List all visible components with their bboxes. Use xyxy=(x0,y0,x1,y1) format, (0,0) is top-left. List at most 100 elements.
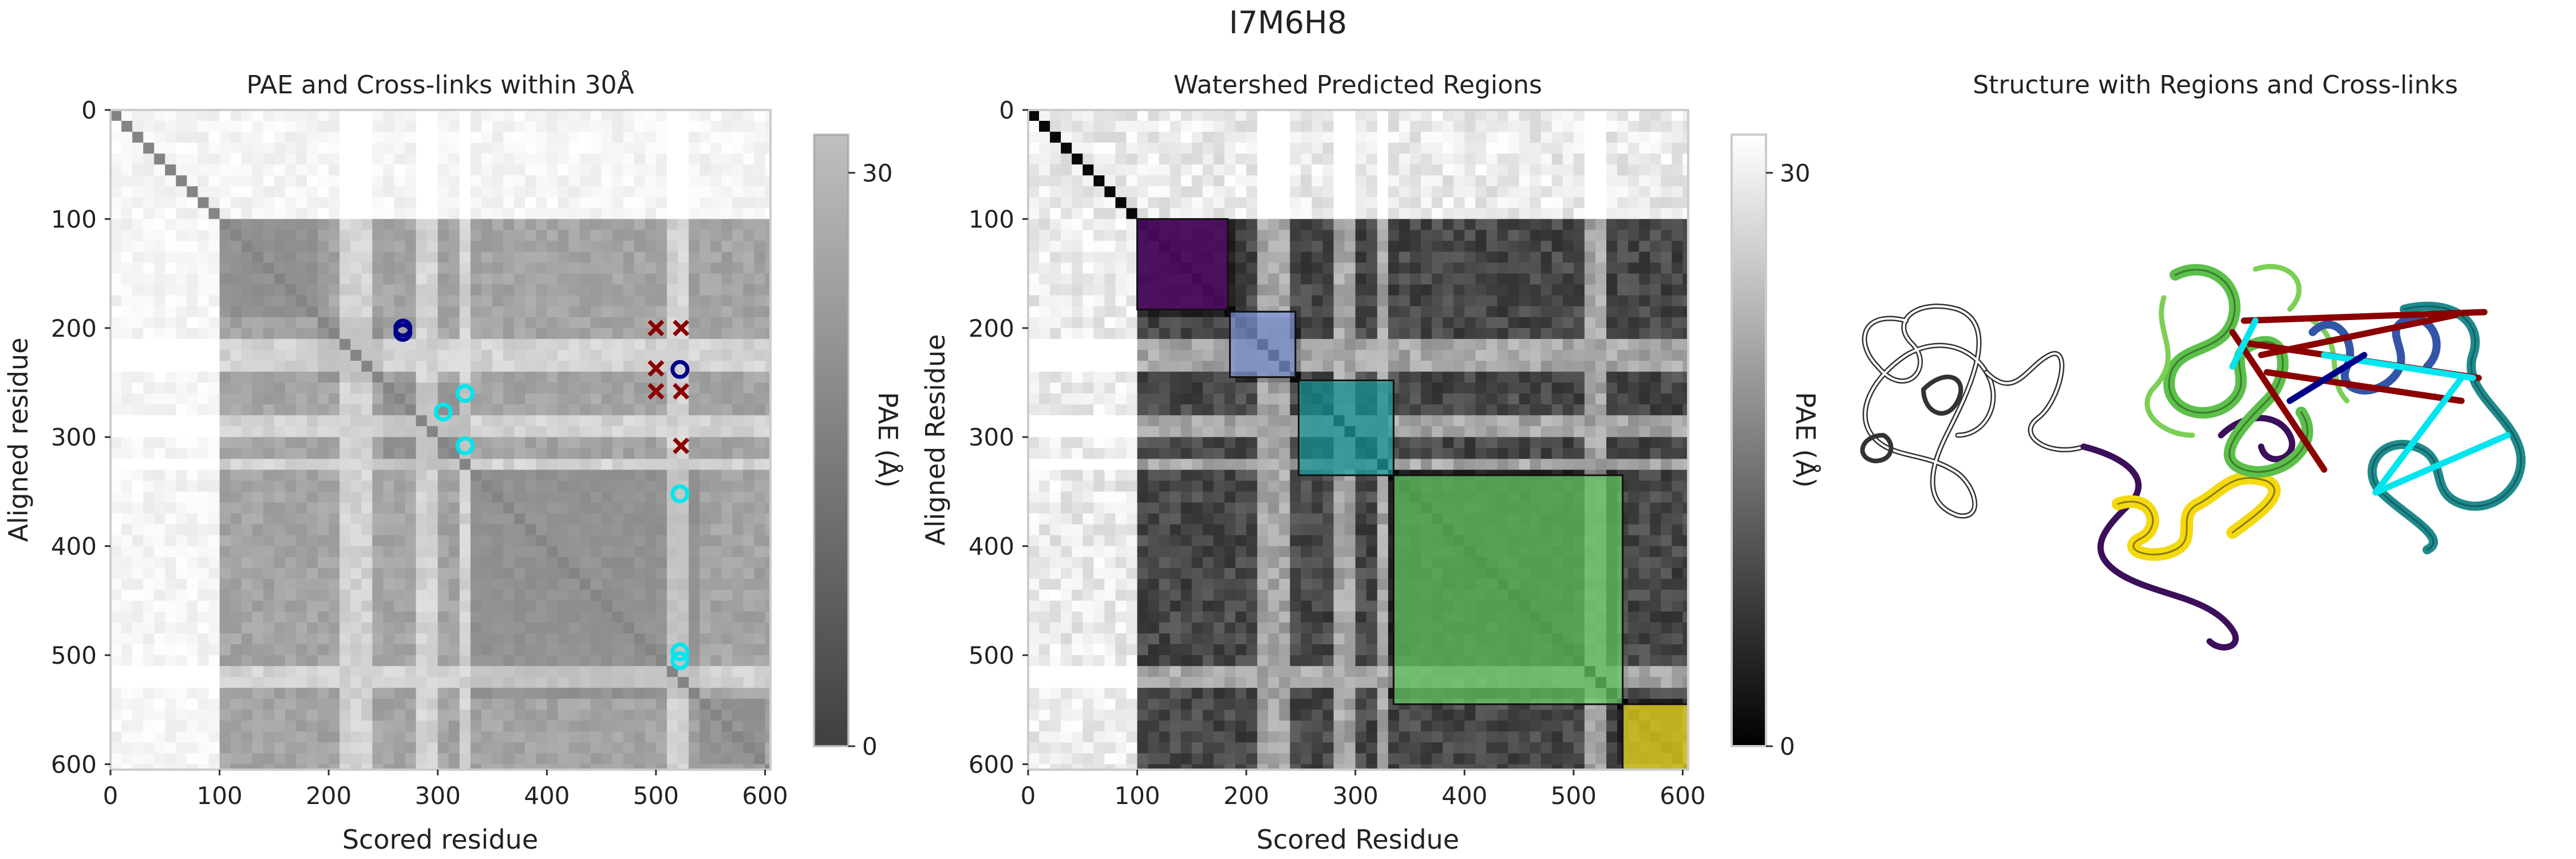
pae-cell xyxy=(208,524,220,536)
pae-cell xyxy=(612,764,624,770)
pae-cell xyxy=(285,535,297,547)
pae-cell xyxy=(329,371,340,383)
pae-cell xyxy=(1366,284,1378,296)
pae-cell xyxy=(743,262,755,274)
pae-cell xyxy=(1410,295,1421,307)
pae-cell xyxy=(612,175,624,187)
pae-cell xyxy=(492,284,504,296)
pae-cell xyxy=(547,448,558,459)
pae-cell xyxy=(329,589,340,601)
pae-cell xyxy=(219,110,231,121)
pae-cell xyxy=(154,219,165,231)
pae-cell xyxy=(230,546,242,558)
pae-cell xyxy=(132,524,144,536)
pae-cell xyxy=(1235,295,1247,307)
pae-cell xyxy=(329,208,340,220)
pae-cell xyxy=(470,153,482,165)
pae-cell xyxy=(579,557,591,569)
pae-cell xyxy=(623,677,635,688)
pae-cell xyxy=(1072,306,1083,318)
pae-cell xyxy=(710,230,722,242)
pae-cell xyxy=(590,197,602,208)
pae-cell xyxy=(110,513,122,525)
pae-cell xyxy=(132,600,144,612)
pae-cell xyxy=(601,753,613,765)
pae-cell xyxy=(765,153,771,165)
pae-cell xyxy=(568,383,580,394)
pae-cell xyxy=(525,393,536,405)
pae-cell xyxy=(1443,121,1454,132)
pae-cell xyxy=(318,633,329,645)
pae-cell xyxy=(295,524,307,536)
pae-cell xyxy=(558,491,570,503)
pae-cell xyxy=(1344,164,1356,176)
pae-cell xyxy=(241,448,253,459)
pae-cell xyxy=(590,241,602,253)
pae-cell xyxy=(329,251,340,263)
pae-cell xyxy=(394,219,406,231)
pae-cell xyxy=(187,219,199,231)
pae-cell xyxy=(1617,197,1629,208)
pae-cell xyxy=(197,535,210,547)
pae-cell xyxy=(590,480,602,492)
pae-cell xyxy=(1322,230,1334,242)
pae-cell xyxy=(765,262,771,274)
pae-cell xyxy=(666,317,678,329)
pae-cell xyxy=(634,393,646,405)
pae-cell xyxy=(1366,164,1378,176)
pae-cell xyxy=(448,110,460,121)
pae-cell xyxy=(416,197,428,208)
x-tick-label: 300 xyxy=(415,782,461,810)
pae-cell xyxy=(274,655,286,667)
pae-cell xyxy=(1290,295,1302,307)
pae-cell xyxy=(1093,295,1105,307)
pae-cell xyxy=(339,502,351,514)
pae-cell xyxy=(416,470,428,482)
pae-cell xyxy=(481,622,493,634)
pae-cell xyxy=(437,699,449,710)
pae-cell xyxy=(655,121,667,132)
pae-cell xyxy=(558,262,570,274)
pae-cell xyxy=(361,600,373,612)
pae-cell xyxy=(678,338,689,350)
pae-cell xyxy=(678,600,689,612)
pae-cell xyxy=(154,655,165,667)
pae-cell xyxy=(110,317,122,329)
pae-cell xyxy=(219,338,231,350)
pae-cell xyxy=(634,175,646,187)
pae-cell xyxy=(274,241,286,253)
pae-cell xyxy=(579,284,591,296)
pae-cell xyxy=(1301,306,1313,318)
pae-cell xyxy=(536,568,547,580)
pae-cell xyxy=(645,273,657,285)
pae-cell xyxy=(318,295,329,307)
pae-cell xyxy=(1246,262,1258,274)
pae-cell xyxy=(274,132,286,143)
pae-cell xyxy=(230,731,242,743)
pae-cell xyxy=(1355,164,1367,176)
pae-cell xyxy=(634,589,646,601)
pae-cell xyxy=(558,219,570,231)
pae-cell xyxy=(274,404,286,416)
pae-cell xyxy=(655,230,667,242)
pae-cell xyxy=(132,644,144,656)
pae-cell xyxy=(274,448,286,459)
pae-cell xyxy=(1672,164,1684,176)
pae-cell xyxy=(132,742,144,754)
pae-cell xyxy=(1617,241,1629,253)
pae-cell xyxy=(514,197,526,208)
pae-cell xyxy=(285,284,297,296)
pae-cell xyxy=(1072,219,1083,231)
pae-cell xyxy=(689,262,700,274)
pae-cell xyxy=(1322,208,1334,220)
pae-cell xyxy=(765,121,771,132)
pae-cell xyxy=(1421,164,1432,176)
pae-cell xyxy=(416,480,428,492)
pae-cell xyxy=(1333,273,1345,285)
pae-cell xyxy=(1377,295,1389,307)
pae-cell xyxy=(754,764,766,770)
pae-cell xyxy=(329,513,340,525)
pae-cell xyxy=(197,328,210,340)
pae-cell xyxy=(459,153,471,165)
pae-cell xyxy=(1366,132,1378,143)
